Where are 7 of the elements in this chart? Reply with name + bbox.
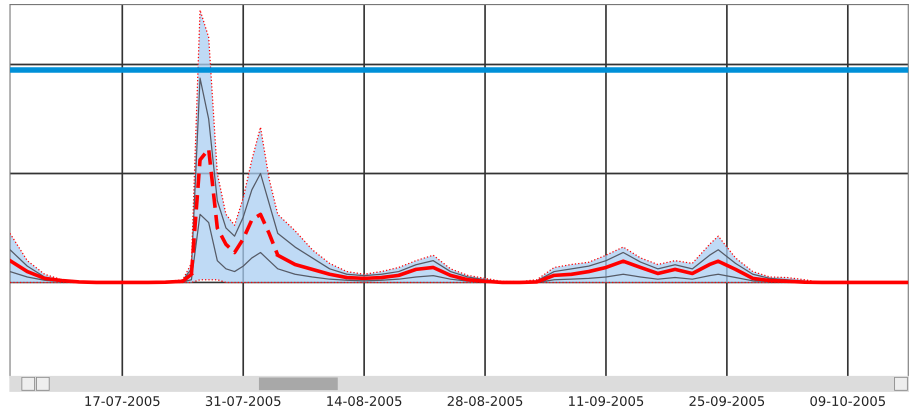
x-tick-label: 25-09-2005 bbox=[690, 396, 764, 406]
x-tick-label: 09-10-2005 bbox=[810, 396, 885, 406]
x-tick-label: 17-07-2005 bbox=[85, 396, 160, 406]
x-tick-label: 11-09-2005 bbox=[569, 396, 644, 406]
x-tick-label: 28-08-2005 bbox=[448, 396, 522, 406]
x-tick-label: 31-07-2005 bbox=[206, 396, 280, 406]
x-tick-label: 14-08-2005 bbox=[327, 396, 402, 406]
